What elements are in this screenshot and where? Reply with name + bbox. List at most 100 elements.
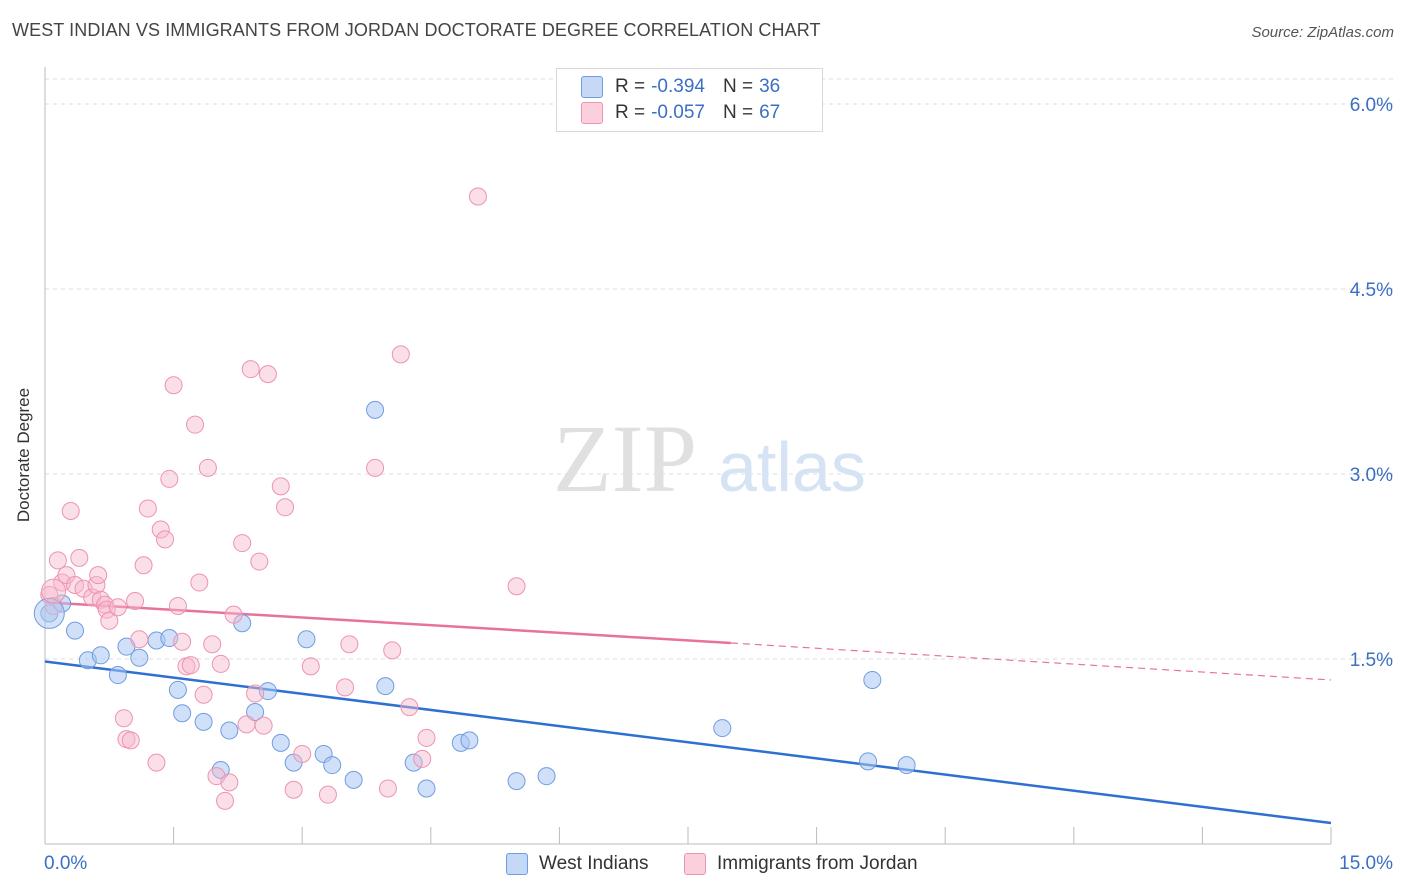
jordan-point — [271, 477, 290, 496]
jordan-point — [190, 573, 209, 592]
y-tick-label: 3.0% — [1350, 465, 1393, 486]
jordan-point — [194, 685, 213, 704]
trend-lines — [44, 601, 1332, 825]
jordan-point — [61, 502, 80, 520]
jordan-trend-line-extension — [730, 642, 1332, 681]
bottom-legend-label: West Indians — [539, 853, 649, 874]
west-indians-point — [271, 733, 290, 752]
west-indians-point — [404, 753, 423, 772]
jordan-point — [156, 530, 175, 549]
legend-n-label: N = — [722, 102, 754, 123]
jordan-point — [70, 548, 89, 567]
jordan-point — [276, 498, 295, 517]
jordan-point — [246, 684, 265, 703]
jordan-point — [383, 641, 402, 660]
west-indians-trend-line — [44, 660, 1332, 825]
west-indians-point — [713, 719, 732, 738]
x-tick-label: 0.0% — [44, 853, 87, 874]
jordan-point — [237, 715, 256, 734]
jordan-point — [254, 716, 273, 735]
jordan-point — [203, 635, 222, 654]
west-indians-point — [130, 648, 149, 667]
tick-labels: 1.5% 3.0% 4.5% 6.0% 0.0% 15.0% — [44, 95, 1393, 874]
west-indians-point — [194, 712, 213, 731]
legend-swatch-blue — [581, 76, 603, 98]
west-indians-point — [366, 400, 385, 419]
jordan-point — [413, 749, 432, 768]
jordan-point — [48, 551, 67, 570]
jordan-point — [301, 657, 320, 676]
watermark: ZIP atlas — [553, 405, 866, 512]
watermark-zip: ZIP — [553, 405, 697, 512]
bottom-legend-west-indians: West Indians — [506, 852, 648, 876]
west-indians-point — [168, 680, 187, 699]
jordan-point — [241, 360, 260, 379]
jordan-point — [233, 534, 252, 553]
jordan-point — [151, 520, 170, 539]
jordan-point — [164, 376, 183, 395]
jordan-point — [89, 566, 108, 585]
jordan-point — [258, 365, 277, 384]
jordan-point — [336, 678, 355, 697]
jordan-point — [134, 556, 153, 575]
jordan-point — [468, 187, 487, 206]
legend-n-label: N = — [722, 76, 754, 97]
bottom-legend-swatch-blue — [506, 853, 528, 875]
jordan-point — [181, 656, 200, 675]
west-indians-point — [344, 770, 363, 789]
jordan-point — [130, 630, 149, 649]
jordan-point — [250, 552, 269, 571]
jordan-point — [126, 592, 145, 611]
jordan-point — [41, 578, 67, 604]
west-indians-point — [507, 772, 526, 791]
jordan-point — [66, 576, 85, 594]
jordan-point — [224, 605, 243, 624]
legend-row-west-indians: R = -0.394 N = 36 — [581, 75, 780, 99]
jordan-point — [168, 596, 187, 615]
legend-n-value: 67 — [759, 102, 781, 123]
jordan-point — [378, 779, 397, 798]
y-tick-label: 1.5% — [1350, 650, 1393, 671]
correlation-legend: R = -0.394 N = 36 R = -0.057 N = 67 — [556, 68, 823, 132]
y-axis-label: Doctorate Degree — [14, 387, 33, 523]
jordan-point — [507, 577, 526, 596]
bottom-legend-jordan: Immigrants from Jordan — [684, 852, 918, 876]
x-tick-label: 15.0% — [1339, 853, 1393, 874]
bottom-legend-label: Immigrants from Jordan — [717, 853, 918, 874]
jordan-point — [160, 469, 179, 488]
west-indians-point — [173, 704, 192, 723]
legend-r-value: -0.057 — [651, 102, 705, 123]
jordan-point — [108, 598, 127, 617]
y-tick-label: 4.5% — [1350, 280, 1393, 301]
west-indians-point — [220, 721, 239, 740]
west-indians-point — [33, 597, 65, 629]
legend-row-jordan: R = -0.057 N = 67 — [581, 101, 780, 125]
legend-r-label: R = — [615, 102, 646, 123]
jordan-point — [216, 791, 235, 810]
jordan-point — [293, 744, 312, 763]
west-indians-point — [91, 646, 110, 665]
west-indians-point — [537, 767, 556, 786]
jordan-point — [366, 458, 385, 477]
west-indians-point — [376, 677, 395, 696]
jordan-point — [186, 415, 205, 434]
jordan-point — [340, 635, 359, 654]
bottom-legend-swatch-pink — [684, 853, 706, 875]
west-indians-point — [246, 703, 265, 722]
jordan-point — [121, 731, 140, 750]
chart-title: WEST INDIAN VS IMMIGRANTS FROM JORDAN DO… — [12, 20, 821, 40]
west-indians-point — [297, 630, 316, 649]
legend-r-label: R = — [615, 76, 646, 97]
source-label: Source: ZipAtlas.com — [1251, 24, 1394, 41]
jordan-point — [138, 499, 157, 518]
west-indians-point — [66, 621, 85, 640]
legend-r-value: -0.394 — [651, 76, 705, 97]
y-tick-label: 6.0% — [1350, 95, 1393, 116]
west-indians-point — [108, 666, 127, 685]
jordan-point — [417, 728, 436, 747]
watermark-atlas: atlas — [718, 428, 866, 506]
jordan-point — [391, 345, 410, 364]
jordan-point — [114, 709, 133, 728]
west-indians-point — [897, 756, 916, 775]
